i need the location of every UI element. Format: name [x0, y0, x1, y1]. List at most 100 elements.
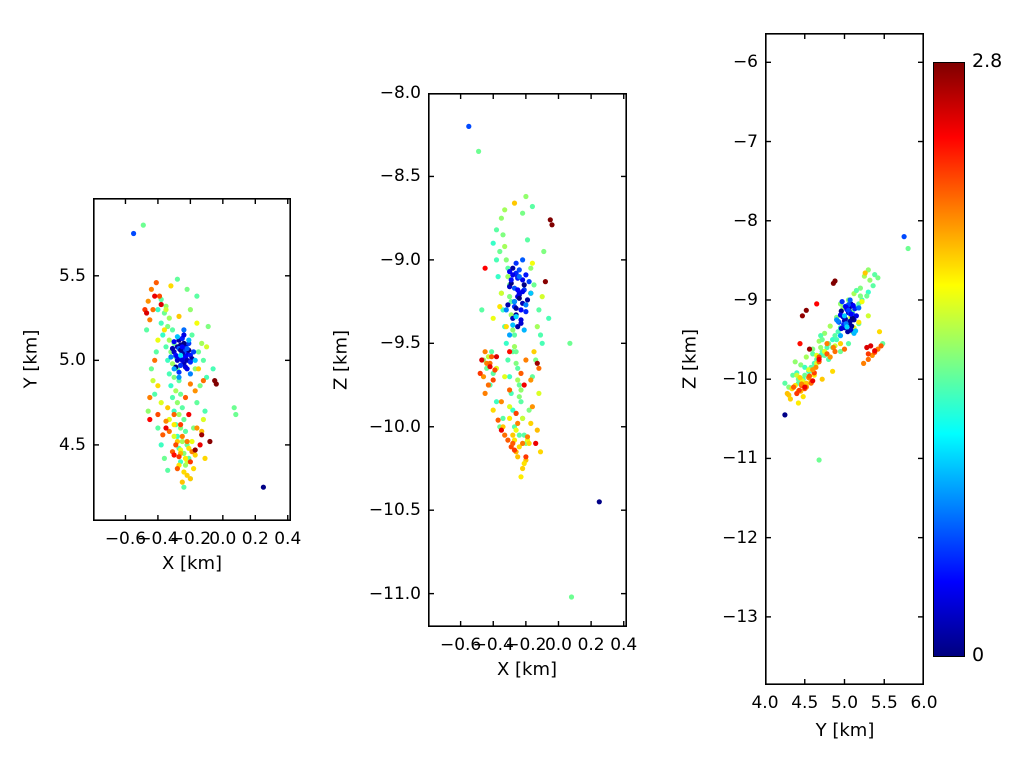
scatter-point	[174, 334, 180, 340]
x-tick-label: 6.0	[910, 693, 938, 713]
scatter-point	[187, 476, 193, 482]
x-tick-label: 0.0	[544, 635, 573, 655]
scatter-point	[546, 315, 552, 321]
scatter-point	[498, 399, 504, 405]
scatter-point	[523, 309, 529, 315]
scatter-point	[867, 277, 873, 283]
scatter-point	[178, 362, 184, 368]
scatter-point	[862, 270, 868, 276]
scatter-point	[489, 354, 495, 360]
scatter-point	[192, 452, 198, 458]
scatter-point	[827, 354, 833, 360]
scatter-point	[168, 354, 174, 360]
scatter-point	[824, 351, 830, 357]
scatter-point	[192, 447, 198, 453]
scatter-point	[498, 290, 504, 296]
scatter-point	[507, 349, 513, 355]
scatter-point	[901, 234, 907, 240]
scatter-point	[516, 432, 522, 438]
scatter-point	[523, 357, 529, 363]
scatter-point	[830, 344, 836, 351]
scatter-point	[838, 325, 844, 332]
scatter-point	[536, 390, 542, 396]
scatter-point	[803, 307, 809, 313]
scatter-point	[191, 466, 197, 472]
scatter-point	[859, 299, 865, 305]
scatter-point	[507, 404, 513, 410]
scatter-point	[171, 411, 177, 418]
scatter-point	[165, 323, 171, 330]
scatter-point	[524, 237, 531, 243]
x-tick-label: −0.2	[505, 635, 547, 655]
scatter-point	[144, 327, 150, 333]
scatter-point	[802, 372, 808, 378]
scatter-point	[520, 415, 526, 421]
scatter-point	[202, 455, 208, 461]
scatter-point	[790, 372, 796, 378]
scatter-point	[795, 400, 801, 406]
scatter-point	[870, 283, 876, 289]
scatter-point	[520, 440, 526, 446]
scatter-point	[513, 260, 519, 266]
scatter-point	[864, 293, 870, 299]
x-tick-label: 4.5	[791, 693, 819, 713]
panel-xy	[93, 198, 291, 521]
x-tick-label: 0.0	[209, 529, 237, 549]
scatter-point	[518, 307, 524, 313]
scatter-point	[182, 394, 189, 401]
scatter-point	[171, 433, 177, 439]
scatter-point	[502, 374, 508, 380]
scatter-point	[178, 352, 184, 358]
scatter-point	[837, 341, 844, 347]
scatter-point	[165, 405, 171, 411]
scatter-point	[515, 324, 521, 330]
x-tick-label: −0.6	[104, 529, 147, 549]
y-tick-label: −11.0	[368, 583, 421, 604]
scatter-point	[845, 341, 852, 347]
scatter-point	[189, 332, 195, 338]
scatter-point	[173, 388, 179, 394]
scatter-point	[482, 390, 488, 396]
y-tick-label: −7	[732, 131, 758, 152]
scatter-point	[187, 381, 193, 387]
scatter-point	[507, 269, 513, 275]
scatter-point	[174, 466, 180, 472]
scatter-point	[542, 279, 548, 285]
scatter-point	[165, 357, 171, 363]
scatter-point	[155, 411, 161, 418]
scatter-point	[150, 307, 156, 313]
scatter-point	[848, 311, 854, 317]
scatter-point	[505, 302, 511, 308]
scatter-point	[181, 469, 187, 475]
y-tick-label: −8	[732, 210, 758, 231]
scatter-point	[152, 391, 158, 397]
scatter-point	[186, 445, 192, 451]
y-tick-label: 5.0	[58, 350, 86, 371]
scatter-point	[166, 337, 172, 343]
scatter-point	[518, 370, 524, 376]
scatter-point	[260, 484, 266, 490]
scatter-point	[187, 371, 193, 377]
scatter-point	[505, 357, 511, 363]
colorbar-max-label: 2.8	[972, 50, 1003, 72]
scatter-point	[534, 427, 540, 433]
scatter-point	[818, 333, 824, 339]
scatter-point	[523, 454, 529, 460]
y-tick-label: −8.0	[379, 83, 421, 103]
scatter-point	[803, 380, 809, 386]
scatter-point	[176, 374, 182, 380]
scatter-point	[487, 364, 493, 370]
scatter-point	[187, 459, 193, 465]
scatter-point	[179, 438, 185, 445]
scatter-point	[510, 265, 516, 271]
scatter-point	[197, 442, 203, 448]
scatter-point	[160, 332, 166, 338]
scatter-point	[516, 274, 522, 280]
scatter-point	[791, 384, 797, 390]
plot-border	[765, 33, 924, 685]
panel-xz	[428, 93, 627, 627]
x-tick-label: 0.4	[274, 529, 302, 549]
scatter-point	[521, 460, 527, 467]
scatter-point	[905, 245, 911, 252]
scatter-point	[515, 377, 521, 383]
